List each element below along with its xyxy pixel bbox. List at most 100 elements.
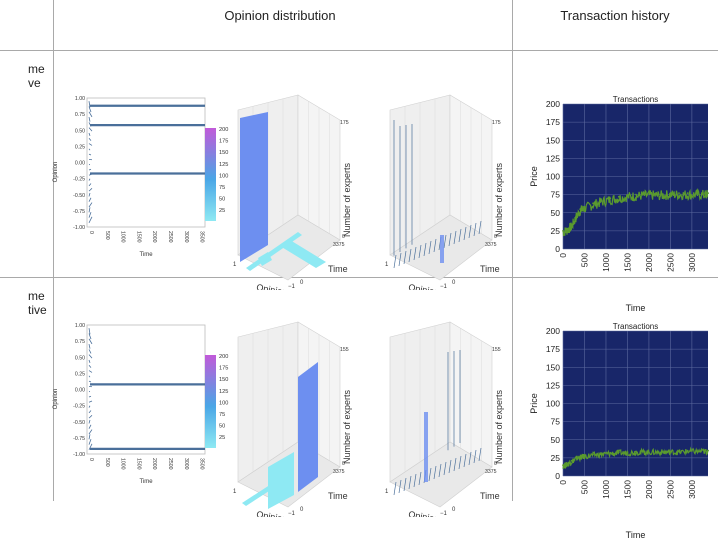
price-data-point	[562, 464, 564, 467]
price-data-point	[695, 192, 698, 195]
y-tick-label: 0	[300, 507, 304, 513]
price-data-point	[652, 450, 655, 453]
price-data-point	[562, 229, 564, 232]
colorbar-tick-label: 125	[219, 389, 228, 395]
y-tick-label: 50	[551, 435, 561, 445]
y-tick-label: 3375	[485, 469, 497, 475]
y-tick-label: 175	[546, 344, 560, 354]
y-tick-label: 0	[555, 471, 560, 481]
y-tick-label: 0	[555, 244, 560, 254]
y-tick-label: 0.00	[75, 161, 85, 167]
surface-wall	[280, 240, 326, 268]
x-tick-label: 3000	[183, 458, 189, 470]
price-data-point	[617, 451, 620, 453]
surface-wall	[246, 232, 302, 271]
chart-title: Transactions	[613, 322, 659, 331]
y-axis-label: Time	[480, 264, 500, 274]
y-tick-label: 125	[546, 380, 560, 390]
x-tick-label: −1	[288, 511, 296, 517]
z-tick-label: 155	[340, 347, 349, 353]
colorbar-tick-label: 150	[219, 377, 228, 383]
y-tick-label: 150	[546, 362, 560, 372]
x-tick-label: 500	[104, 458, 110, 467]
colorbar-tick-label: 175	[219, 366, 228, 372]
surface-wall	[424, 412, 428, 482]
colorbar-tick-label: 75	[219, 412, 225, 418]
colorbar-tick-label: 25	[219, 208, 225, 214]
y-tick-label: 25	[551, 453, 561, 463]
y-tick-label: -0.25	[73, 177, 85, 183]
y-axis-label: Price	[529, 166, 539, 187]
price-data-point	[579, 455, 582, 458]
z-axis-label: Number of experts	[494, 162, 504, 237]
colorbar-tick-label: 25	[219, 435, 225, 441]
z-tick-label: 0	[494, 461, 497, 467]
z-tick-label: 155	[492, 347, 501, 353]
y-tick-label: 1.00	[75, 323, 85, 329]
y-tick-label: -0.75	[73, 209, 85, 215]
price-data-point	[695, 449, 698, 452]
x-tick-label: 2000	[151, 458, 157, 470]
price-data-point	[609, 197, 612, 200]
x-tick-label: 1000	[601, 480, 611, 499]
x-tick-label: 1500	[135, 231, 141, 243]
opinion-line-plot: Opinion 1.00 0.75 0.50 0.25 0.00 -0.25 -0.50 -0…	[53, 323, 206, 485]
x-tick-label: −1	[440, 284, 448, 290]
colorbar-tick-label: 75	[219, 185, 225, 191]
y-tick-label: 75	[551, 417, 561, 427]
surface-3d-plot: Opinion Time Number of experts 1 −1 0 3375 0 155	[233, 321, 352, 517]
y-axis-label: Time	[480, 491, 500, 501]
x-tick-label: 3500	[199, 231, 205, 243]
price-data-point	[574, 215, 577, 218]
price-data-point	[592, 453, 594, 456]
table-divider	[0, 277, 718, 278]
price-data-point	[583, 454, 586, 457]
y-tick-label: -0.75	[73, 436, 85, 442]
y-tick-label: 175	[546, 117, 560, 127]
price-data-point	[609, 451, 612, 454]
x-tick-label: 1500	[135, 458, 141, 470]
x-tick-label: 500	[579, 253, 589, 267]
opinion-traces	[88, 328, 205, 451]
y-tick-label: 1.00	[75, 96, 85, 102]
y-axis-label: Time	[328, 264, 348, 274]
surface-3d-wireframe-plot: Opinion Time Number of experts 1 −1 0 3375 0 155	[385, 321, 504, 517]
y-tick-label: 0.75	[75, 112, 85, 118]
y-tick-label: -1.00	[73, 452, 85, 458]
row-label: me tive	[28, 289, 47, 317]
y-tick-label: 75	[551, 190, 561, 200]
price-data-point	[566, 462, 569, 465]
x-tick-label: 1000	[601, 253, 611, 272]
x-tick-label: 0	[88, 231, 94, 234]
price-data-point	[678, 192, 680, 195]
y-tick-label: 200	[546, 326, 560, 336]
x-axis-label: Opinion	[256, 282, 288, 290]
z-axis-label: Number of experts	[342, 389, 352, 464]
x-tick-label: 0	[558, 253, 568, 258]
x-tick-label: 3500	[199, 458, 205, 470]
y-tick-label: -0.50	[73, 420, 85, 426]
y-tick-label: 0.25	[75, 371, 85, 377]
y-tick-label: 0	[300, 280, 304, 286]
x-axis-label: Time	[626, 303, 646, 313]
z-axis-label: Number of experts	[342, 162, 352, 237]
y-tick-label: -0.50	[73, 193, 85, 199]
x-axis-label: Opinion	[408, 282, 440, 290]
x-tick-label: 500	[579, 480, 589, 494]
price-data-point	[660, 193, 663, 195]
x-tick-label: −1	[288, 284, 296, 290]
y-tick-label: 3375	[333, 242, 345, 248]
y-axis-label: Opinion	[53, 162, 59, 183]
y-tick-label: 25	[551, 226, 561, 236]
colorbar: 200 175 150 125 100 75 50 25	[205, 127, 228, 221]
price-data-point	[686, 192, 689, 195]
surface-3d-wireframe-plot: Opinion Time Number of experts 1 −1 0 3375 0 175	[385, 94, 504, 290]
x-tick-label: 2500	[665, 253, 675, 272]
figure-row: Opinion 1.00 0.75 0.50 0.25 0.00 -0.25 -0.50 -0…	[0, 277, 718, 540]
x-tick-label: 2000	[151, 231, 157, 243]
figure-row: Opinion 1.00 0.75 0.50 0.25 0.00 -0.25 -0.50 -0…	[0, 50, 718, 313]
price-data-point	[703, 192, 706, 195]
price-data-point	[635, 450, 637, 453]
x-tick-label: 1000	[120, 231, 126, 243]
